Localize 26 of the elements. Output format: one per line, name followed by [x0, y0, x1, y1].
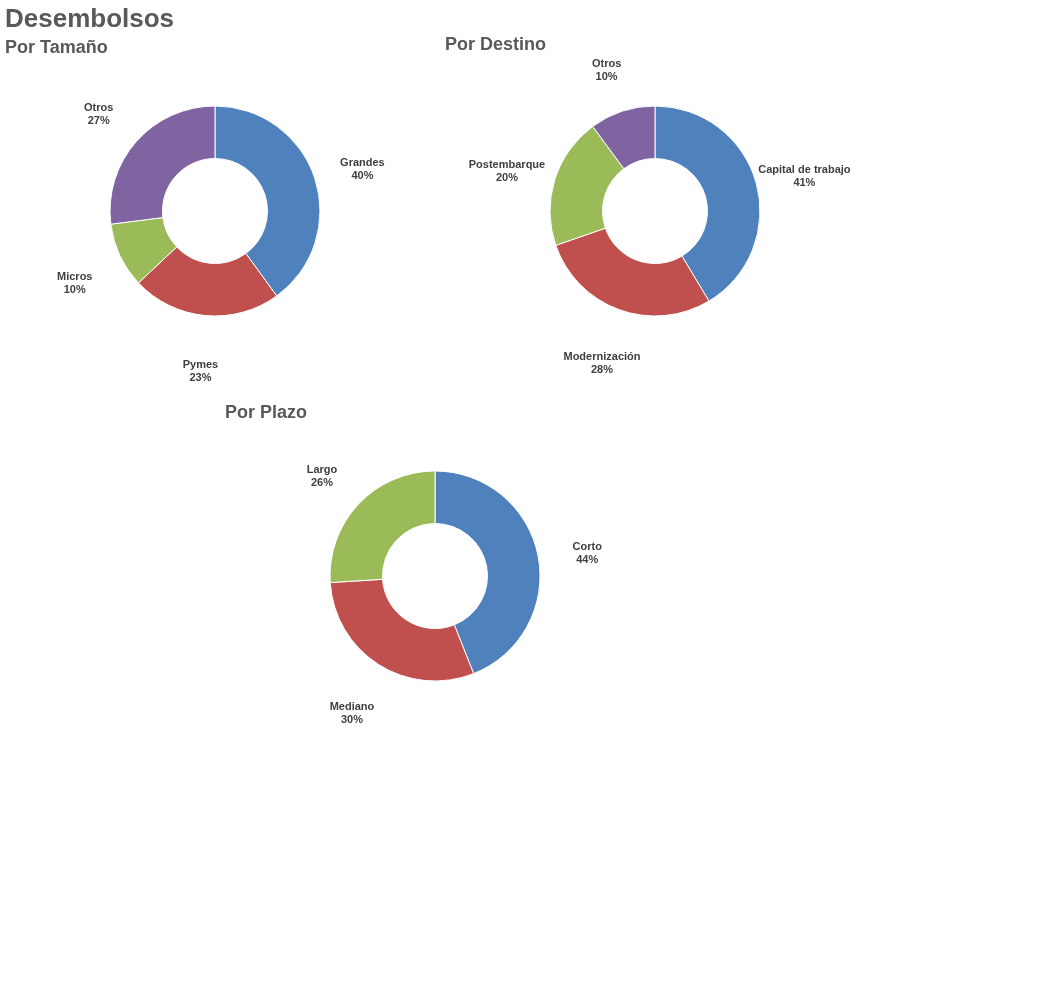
slice-label: Modernización: [563, 349, 641, 362]
slice-label: Postembarque: [468, 157, 546, 170]
data-label: 44%: [576, 552, 599, 565]
slice-label: Capital de trabajo: [758, 162, 851, 175]
data-label: 23%: [189, 371, 212, 384]
slice-label: Otros: [591, 56, 622, 69]
data-label: 40%: [351, 169, 374, 182]
slice-label: Otros: [84, 101, 114, 114]
slice-label: Mediano: [329, 699, 375, 712]
slice-label: Corto: [572, 539, 603, 552]
slice-label: Largo: [306, 462, 338, 475]
slice-label: Grandes: [340, 156, 385, 169]
slice-label: Micros: [57, 270, 93, 282]
slice-label: Pymes: [182, 358, 219, 371]
chart-title: Por Tamaño: [5, 37, 108, 57]
data-label: 10%: [63, 283, 86, 295]
data-label: 27%: [87, 114, 110, 127]
data-label: 28%: [590, 362, 614, 375]
chart-title: Por Plazo: [225, 402, 308, 422]
data-label: 30%: [340, 712, 364, 725]
data-label: 26%: [310, 475, 334, 488]
data-label: 20%: [495, 170, 519, 183]
chart-title: Por Destino: [445, 33, 547, 54]
data-label: 41%: [793, 175, 816, 188]
data-label: 10%: [595, 69, 618, 82]
text: Desembolsos: [5, 2, 175, 33]
